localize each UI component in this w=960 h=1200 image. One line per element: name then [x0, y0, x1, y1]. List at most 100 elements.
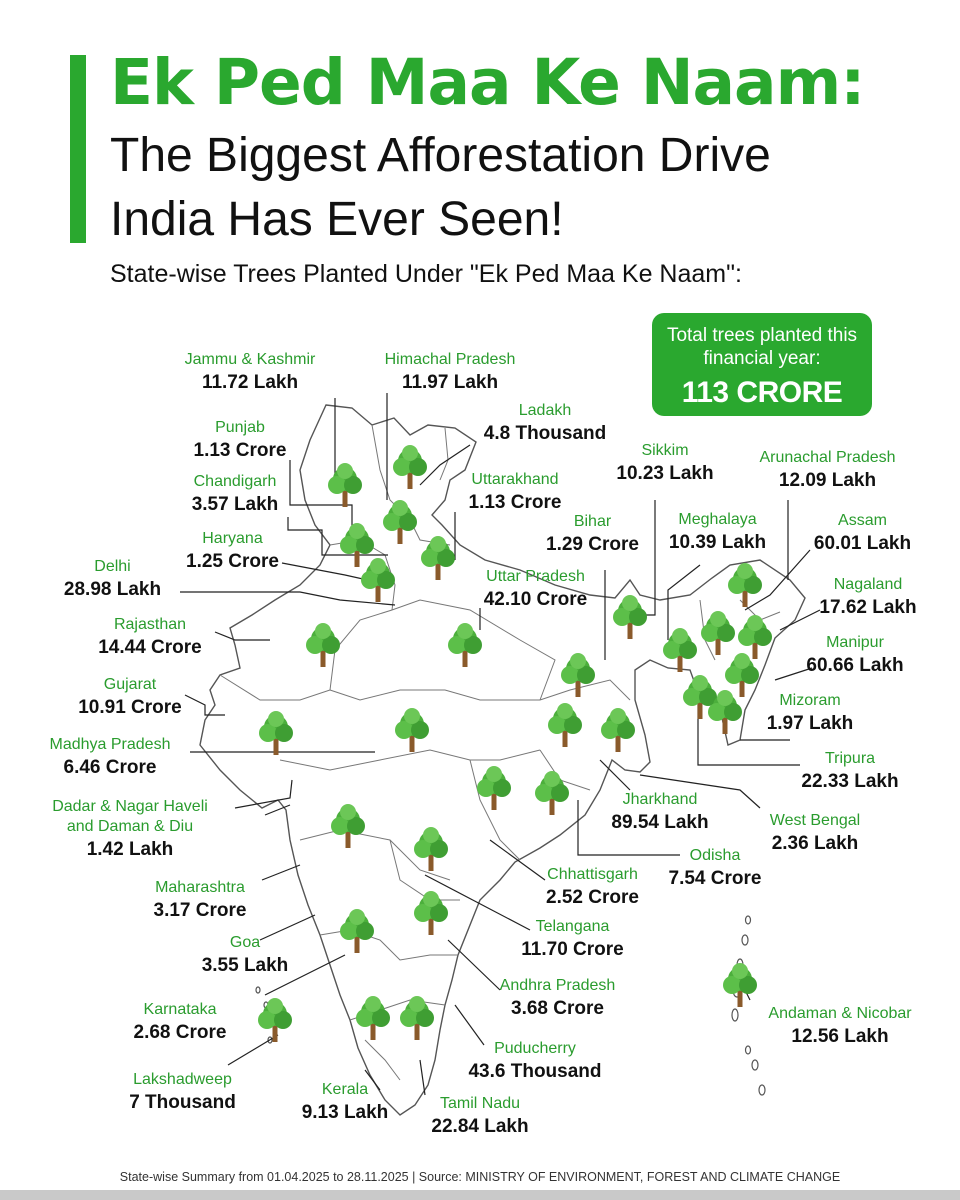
- tree-icon: [414, 891, 448, 935]
- state-value: 89.54 Lakh: [611, 812, 709, 833]
- tree-icon: [395, 708, 429, 752]
- label-meghalaya: Meghalaya 10.39 Lakh: [655, 510, 780, 556]
- state-name: Tamil Nadu: [439, 1095, 521, 1112]
- state-value: 12.09 Lakh: [778, 470, 877, 491]
- state-value: 60.66 Lakh: [806, 655, 904, 676]
- state-name: Himachal Pradesh: [384, 351, 516, 368]
- label-mizoram: Mizoram 1.97 Lakh: [755, 691, 865, 737]
- label-delhi: Delhi 28.98 Lakh: [50, 557, 175, 603]
- label-gujarat: Gujarat 10.91 Crore: [55, 675, 205, 721]
- tree-icon: [738, 615, 772, 659]
- state-name: Jharkhand: [622, 791, 698, 808]
- state-value: 7 Thousand: [129, 1092, 236, 1113]
- label-sikkim: Sikkim 10.23 Lakh: [605, 441, 725, 487]
- state-name: Odisha: [689, 847, 741, 864]
- label-andaman-nicobar: Andaman & Nicobar 12.56 Lakh: [750, 1004, 930, 1050]
- state-name: Andaman & Nicobar: [768, 1005, 912, 1022]
- state-value: 1.29 Crore: [546, 534, 639, 555]
- total-trees-box: Total trees planted this financial year:…: [652, 313, 872, 416]
- state-value: 11.70 Crore: [521, 939, 624, 960]
- state-value: 3.57 Lakh: [191, 494, 279, 515]
- tree-icon: [361, 558, 395, 602]
- tree-icon: [331, 804, 365, 848]
- state-name: Puducherry: [494, 1040, 576, 1057]
- label-madhya-pradesh: Madhya Pradesh 6.46 Crore: [30, 735, 190, 781]
- state-value: 42.10 Crore: [483, 589, 588, 610]
- tree-icon: [613, 595, 647, 639]
- state-name: Mizoram: [779, 692, 841, 709]
- label-telangana: Telangana 11.70 Crore: [500, 917, 645, 963]
- state-value: 17.62 Lakh: [819, 597, 917, 618]
- state-name: Andhra Pradesh: [499, 977, 616, 994]
- label-maharashtra: Maharashtra 3.17 Crore: [135, 878, 265, 924]
- total-trees-label: Total trees planted this financial year:: [666, 325, 858, 369]
- state-value: 7.54 Crore: [668, 868, 762, 889]
- state-name: Madhya Pradesh: [49, 736, 171, 753]
- state-value: 3.55 Lakh: [201, 955, 289, 976]
- tree-icon: [561, 653, 595, 697]
- bottom-rule: [0, 1190, 960, 1200]
- state-value: 1.13 Crore: [468, 492, 562, 513]
- label-uttar-pradesh: Uttar Pradesh 42.10 Crore: [468, 567, 603, 613]
- state-name: Sikkim: [641, 442, 689, 459]
- state-name: Bihar: [573, 513, 612, 530]
- state-value: 10.91 Crore: [78, 697, 182, 718]
- state-name: Assam: [838, 512, 887, 529]
- india-mainland-outline: [199, 404, 806, 1116]
- label-punjab: Punjab 1.13 Crore: [175, 418, 305, 464]
- tree-icon: [306, 623, 340, 667]
- page-title: Ek Ped Maa Ke Naam:: [110, 46, 865, 119]
- state-name: Ladakh: [518, 402, 572, 419]
- state-name: Telangana: [535, 918, 610, 935]
- tree-icon: [356, 996, 390, 1040]
- label-nagaland: Nagaland 17.62 Lakh: [808, 575, 928, 621]
- label-jharkhand: Jharkhand 89.54 Lakh: [595, 790, 725, 836]
- total-trees-value: 113 CRORE: [681, 376, 843, 409]
- state-name: Chhattisgarh: [547, 866, 638, 883]
- state-value: 3.17 Crore: [153, 900, 247, 921]
- state-value: 2.36 Lakh: [771, 833, 859, 854]
- state-name: West Bengal: [769, 812, 861, 829]
- tree-icon: [728, 563, 762, 607]
- label-haryana: Haryana 1.25 Crore: [170, 529, 295, 575]
- tree-icon: [340, 523, 374, 567]
- state-name: Gujarat: [103, 676, 157, 693]
- label-tripura: Tripura 22.33 Lakh: [790, 749, 910, 795]
- state-value: 1.13 Crore: [193, 440, 287, 461]
- state-value: 11.97 Lakh: [401, 372, 499, 393]
- state-value: 4.8 Thousand: [483, 423, 607, 444]
- state-value: 60.01 Lakh: [813, 533, 912, 554]
- label-karnataka: Karnataka 2.68 Crore: [115, 1000, 245, 1046]
- leader-lines: [180, 393, 821, 1096]
- tree-icon: [328, 463, 362, 507]
- state-name: Goa: [229, 934, 261, 951]
- state-name: Rajasthan: [113, 616, 187, 633]
- footer-source: State-wise Summary from 01.04.2025 to 28…: [119, 1170, 841, 1184]
- label-chandigarh: Chandigarh 3.57 Lakh: [170, 472, 300, 518]
- state-value: 11.72 Lakh: [201, 372, 299, 393]
- state-value: 28.98 Lakh: [63, 579, 162, 600]
- state-name: Nagaland: [833, 576, 903, 593]
- state-name: Uttarakhand: [471, 471, 559, 488]
- state-value: 10.23 Lakh: [616, 463, 714, 484]
- label-himachal-pradesh: Himachal Pradesh 11.97 Lakh: [365, 350, 535, 396]
- state-name: Tripura: [824, 750, 876, 767]
- label-dadar-nagar-haveli: Dadar & Nagar Haveli and Daman & Diu 1.4…: [40, 797, 220, 863]
- tree-icon: [448, 623, 482, 667]
- state-name: Meghalaya: [678, 511, 757, 528]
- state-value: 12.56 Lakh: [791, 1026, 889, 1047]
- state-name: Uttar Pradesh: [486, 568, 585, 585]
- state-value: 2.68 Crore: [133, 1022, 227, 1043]
- state-value: 22.33 Lakh: [801, 771, 899, 792]
- label-lakshadweep: Lakshadweep 7 Thousand: [110, 1070, 255, 1116]
- label-west-bengal: West Bengal 2.36 Lakh: [755, 811, 875, 857]
- state-value: 3.68 Crore: [511, 998, 604, 1019]
- map-caption: State-wise Trees Planted Under "Ek Ped M…: [110, 260, 742, 288]
- tree-icon: [414, 827, 448, 871]
- page-subtitle-line-1: The Biggest Afforestation Drive: [110, 129, 771, 182]
- state-name: Haryana: [202, 530, 263, 547]
- tree-icon: [723, 963, 757, 1007]
- state-name: Maharashtra: [155, 879, 245, 896]
- label-tamil-nadu: Tamil Nadu 22.84 Lakh: [415, 1094, 545, 1140]
